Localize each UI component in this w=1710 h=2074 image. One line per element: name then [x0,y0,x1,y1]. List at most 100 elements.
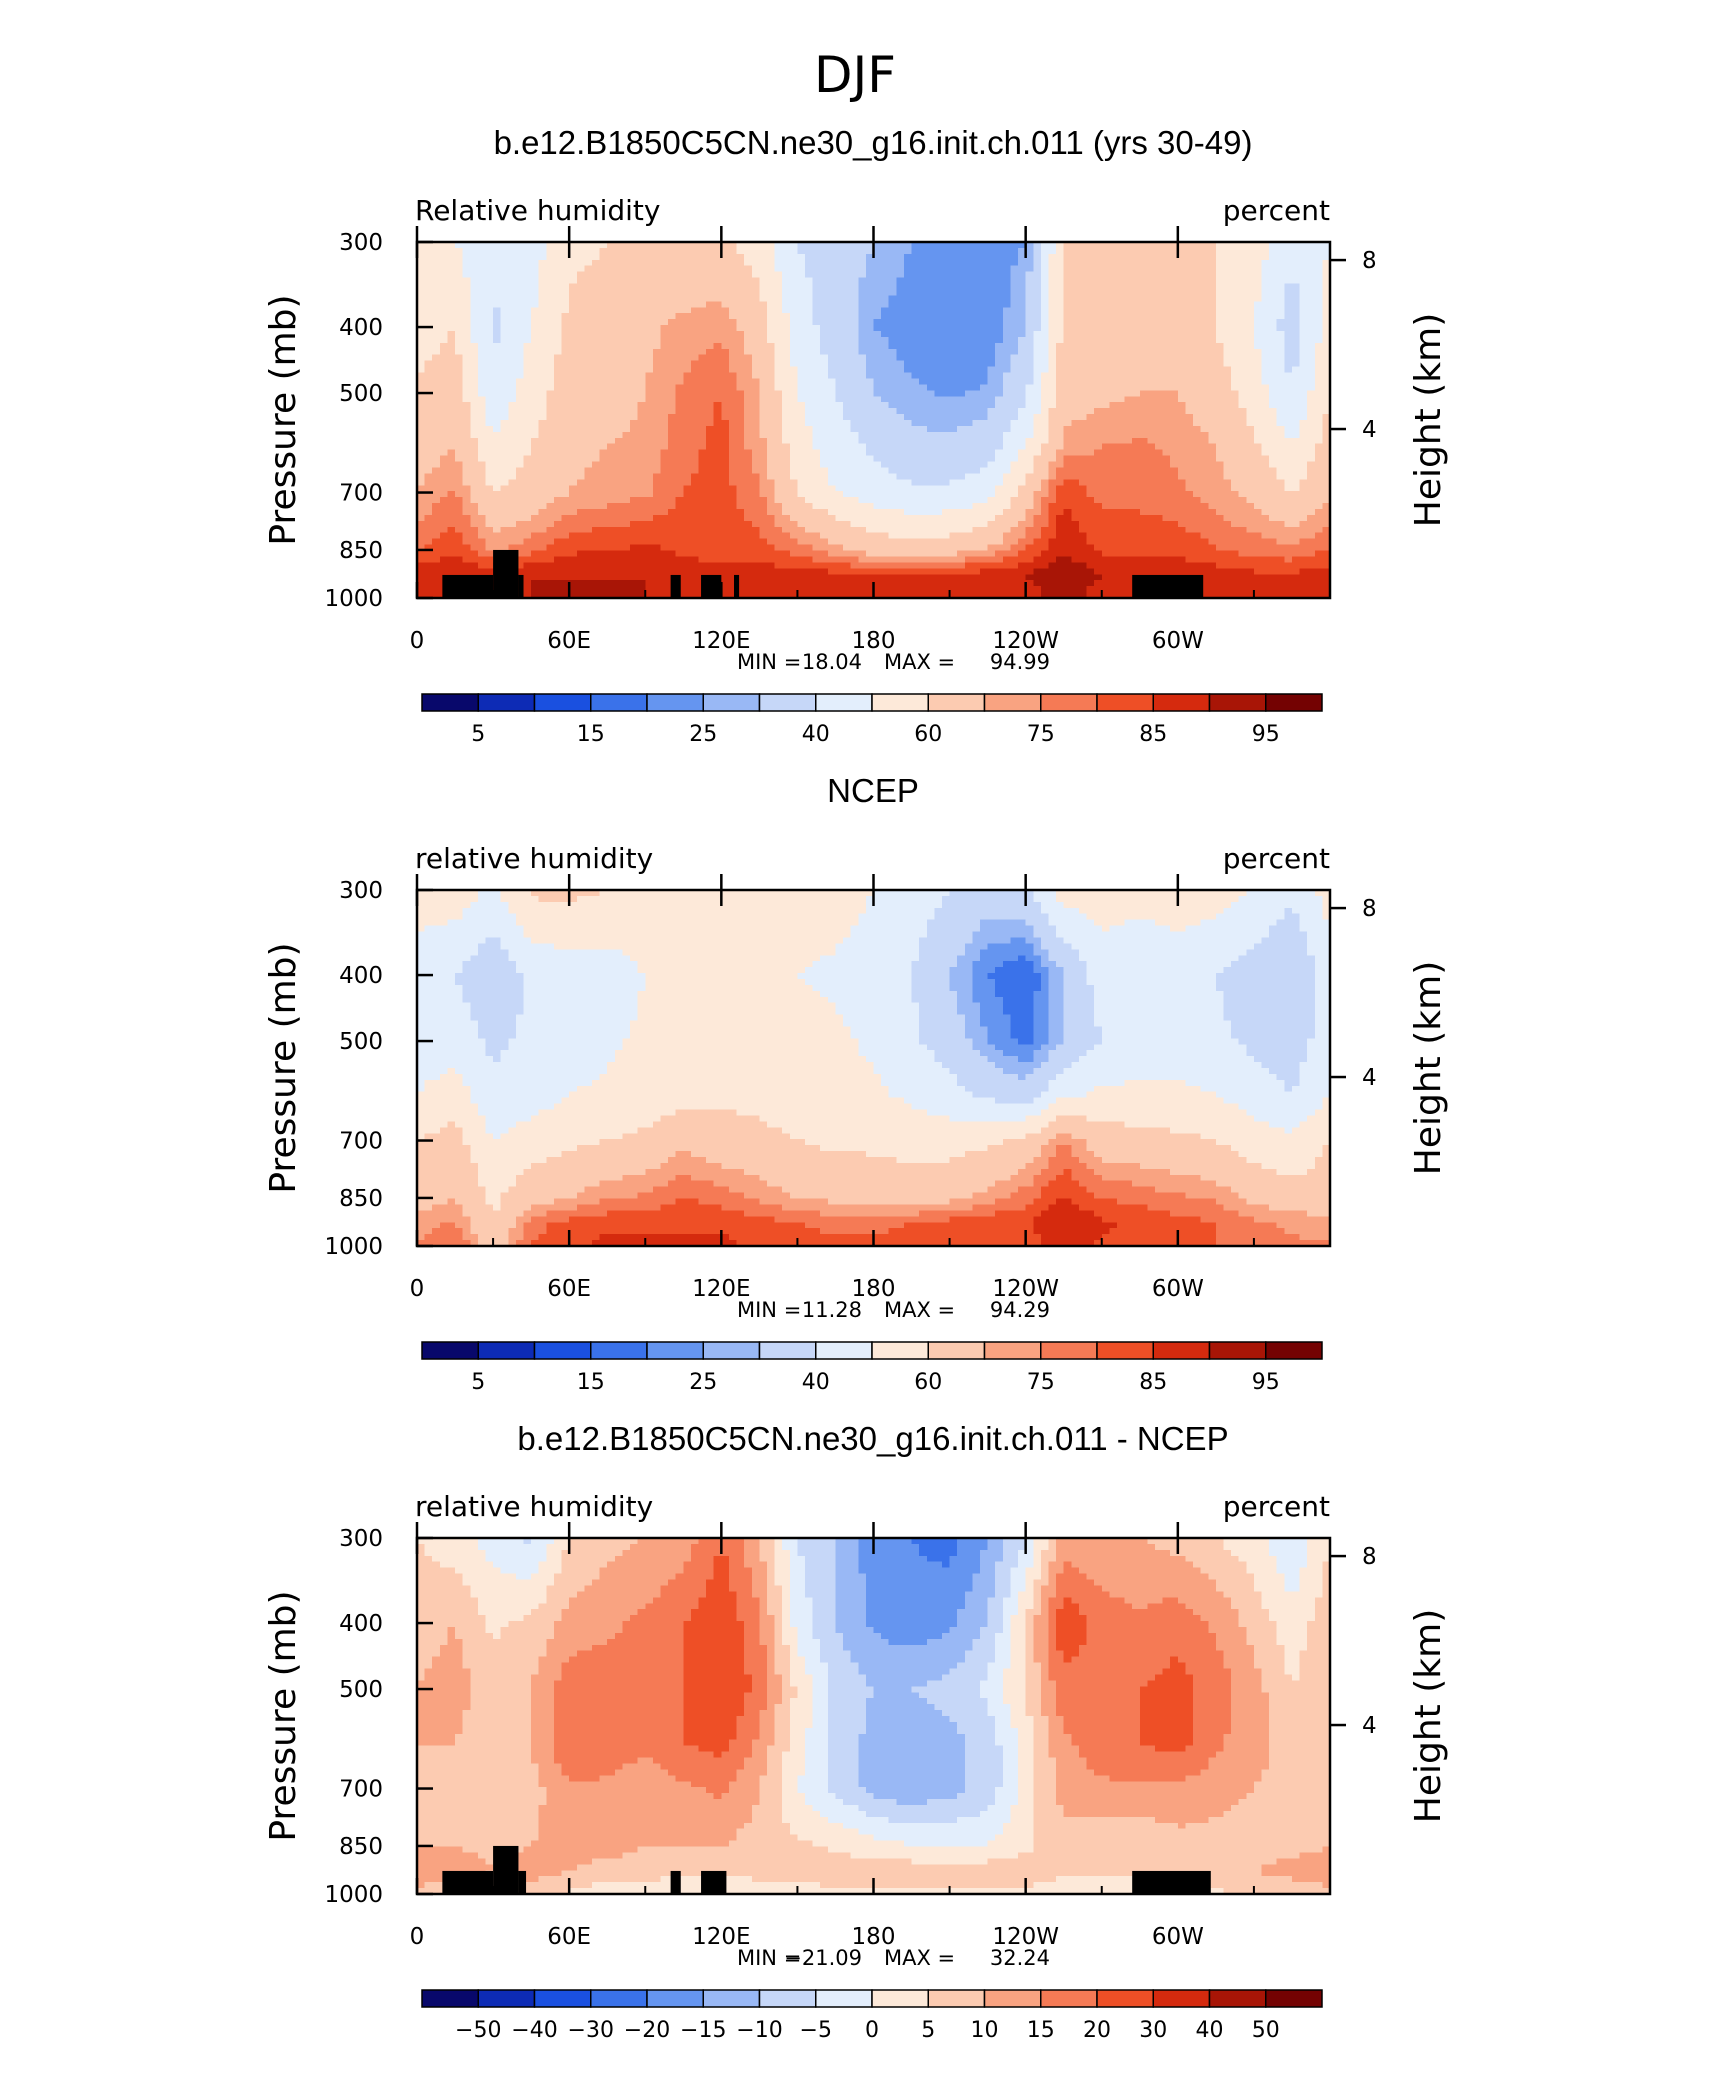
heatmap-cell [500,360,509,368]
heatmap-cell [462,360,471,368]
heatmap-cell [1223,247,1232,255]
heatmap-cell [538,277,547,285]
heatmap-cell [1018,348,1027,356]
heatmap-cell [531,313,540,320]
heatmap-cell [1048,414,1057,421]
heatmap-cell [500,473,509,480]
heatmap-cell [751,360,760,368]
heatmap-cell [926,277,935,285]
heatmap-cell [820,342,829,350]
heatmap-cell [485,473,494,480]
heatmap-cell [546,449,555,457]
heatmap-cell [690,342,700,350]
heatmap-cell [744,283,753,291]
heatmap-cell [888,372,897,380]
heatmap-cell [1307,479,1316,486]
heatmap-cell [713,420,722,427]
heatmap-cell [417,479,426,486]
heatmap-cell [584,366,593,374]
heatmap-cell [690,402,700,409]
heatmap-cell [432,271,441,279]
heatmap-cell [1147,253,1156,261]
heatmap-cell [668,331,677,338]
heatmap-cell [569,348,578,356]
heatmap-cell [1018,289,1027,296]
heatmap-cell [1307,325,1316,332]
heatmap-cell [949,295,958,302]
heatmap-cell [561,479,570,486]
heatmap-cell [1307,354,1316,362]
heatmap-cell [1078,336,1088,344]
heatmap-cell [1253,378,1263,385]
heatmap-cell [447,414,456,421]
heatmap-cell [1033,271,1042,279]
heatmap-cell [1269,414,1278,421]
heatmap-cell [1322,259,1331,267]
heatmap-cell [485,265,494,273]
heatmap-cell [706,437,715,445]
heatmap-cell [721,242,730,249]
heatmap-cell [911,342,920,350]
heatmap-cell [576,384,585,391]
heatmap-cell [1246,354,1255,362]
heatmap-cell [919,325,928,332]
heatmap-cell [1155,437,1164,445]
heatmap-cell [439,265,449,273]
heatmap-cell [1231,467,1240,474]
heatmap-cell [1139,295,1148,302]
heatmap-cell [1177,366,1187,374]
heatmap-cell [477,331,487,338]
heatmap-cell [645,295,654,302]
heatmap-cell [1139,271,1148,279]
heatmap-cell [1284,366,1293,374]
heatmap-cell [736,289,745,296]
heatmap-cell [1246,319,1255,326]
heatmap-cell [1101,437,1110,445]
heatmap-cell [1116,396,1126,403]
heatmap-cell [1208,319,1217,326]
heatmap-cell [1291,396,1301,403]
heatmap-cell [1101,277,1110,285]
heatmap-cell [447,319,456,326]
heatmap-cell [622,307,631,314]
heatmap-cell [1215,396,1225,403]
heatmap-cell [500,366,509,374]
heatmap-cell [1177,431,1187,439]
heatmap-cell [1124,319,1133,326]
heatmap-cell [797,289,806,296]
heatmap-cell [1124,378,1133,385]
heatmap-cell [462,408,471,415]
heatmap-cell [538,247,547,255]
heatmap-cell [1193,425,1202,433]
heatmap-cell [1185,455,1194,463]
heatmap-cell [896,408,905,415]
heatmap-cell [987,443,996,451]
heatmap-cell [736,396,745,403]
heatmap-cell [500,271,509,279]
heatmap-cell [706,295,715,302]
heatmap-cell [805,366,814,374]
heatmap-cell [417,283,426,291]
heatmap-cell [538,283,547,291]
heatmap-cell [1253,242,1263,249]
heatmap-cell [972,455,981,463]
heatmap-cell [637,265,646,273]
heatmap-cell [1238,247,1247,255]
heatmap-cell [645,271,654,279]
heatmap-cell [881,242,890,249]
heatmap-cell [1269,461,1278,469]
heatmap-cell [1033,283,1042,291]
heatmap-cell [926,414,935,421]
heatmap-cell [523,313,532,320]
heatmap-cell [493,348,502,356]
heatmap-cell [637,372,646,380]
heatmap-cell [645,396,654,403]
heatmap-cell [432,307,441,314]
heatmap-cell [926,342,935,350]
heatmap-cell [964,242,974,249]
heatmap-cell [843,283,852,291]
heatmap-cell [1094,455,1103,463]
heatmap-cell [668,420,677,427]
heatmap-cell [843,372,852,380]
heatmap-cell [1147,301,1156,308]
